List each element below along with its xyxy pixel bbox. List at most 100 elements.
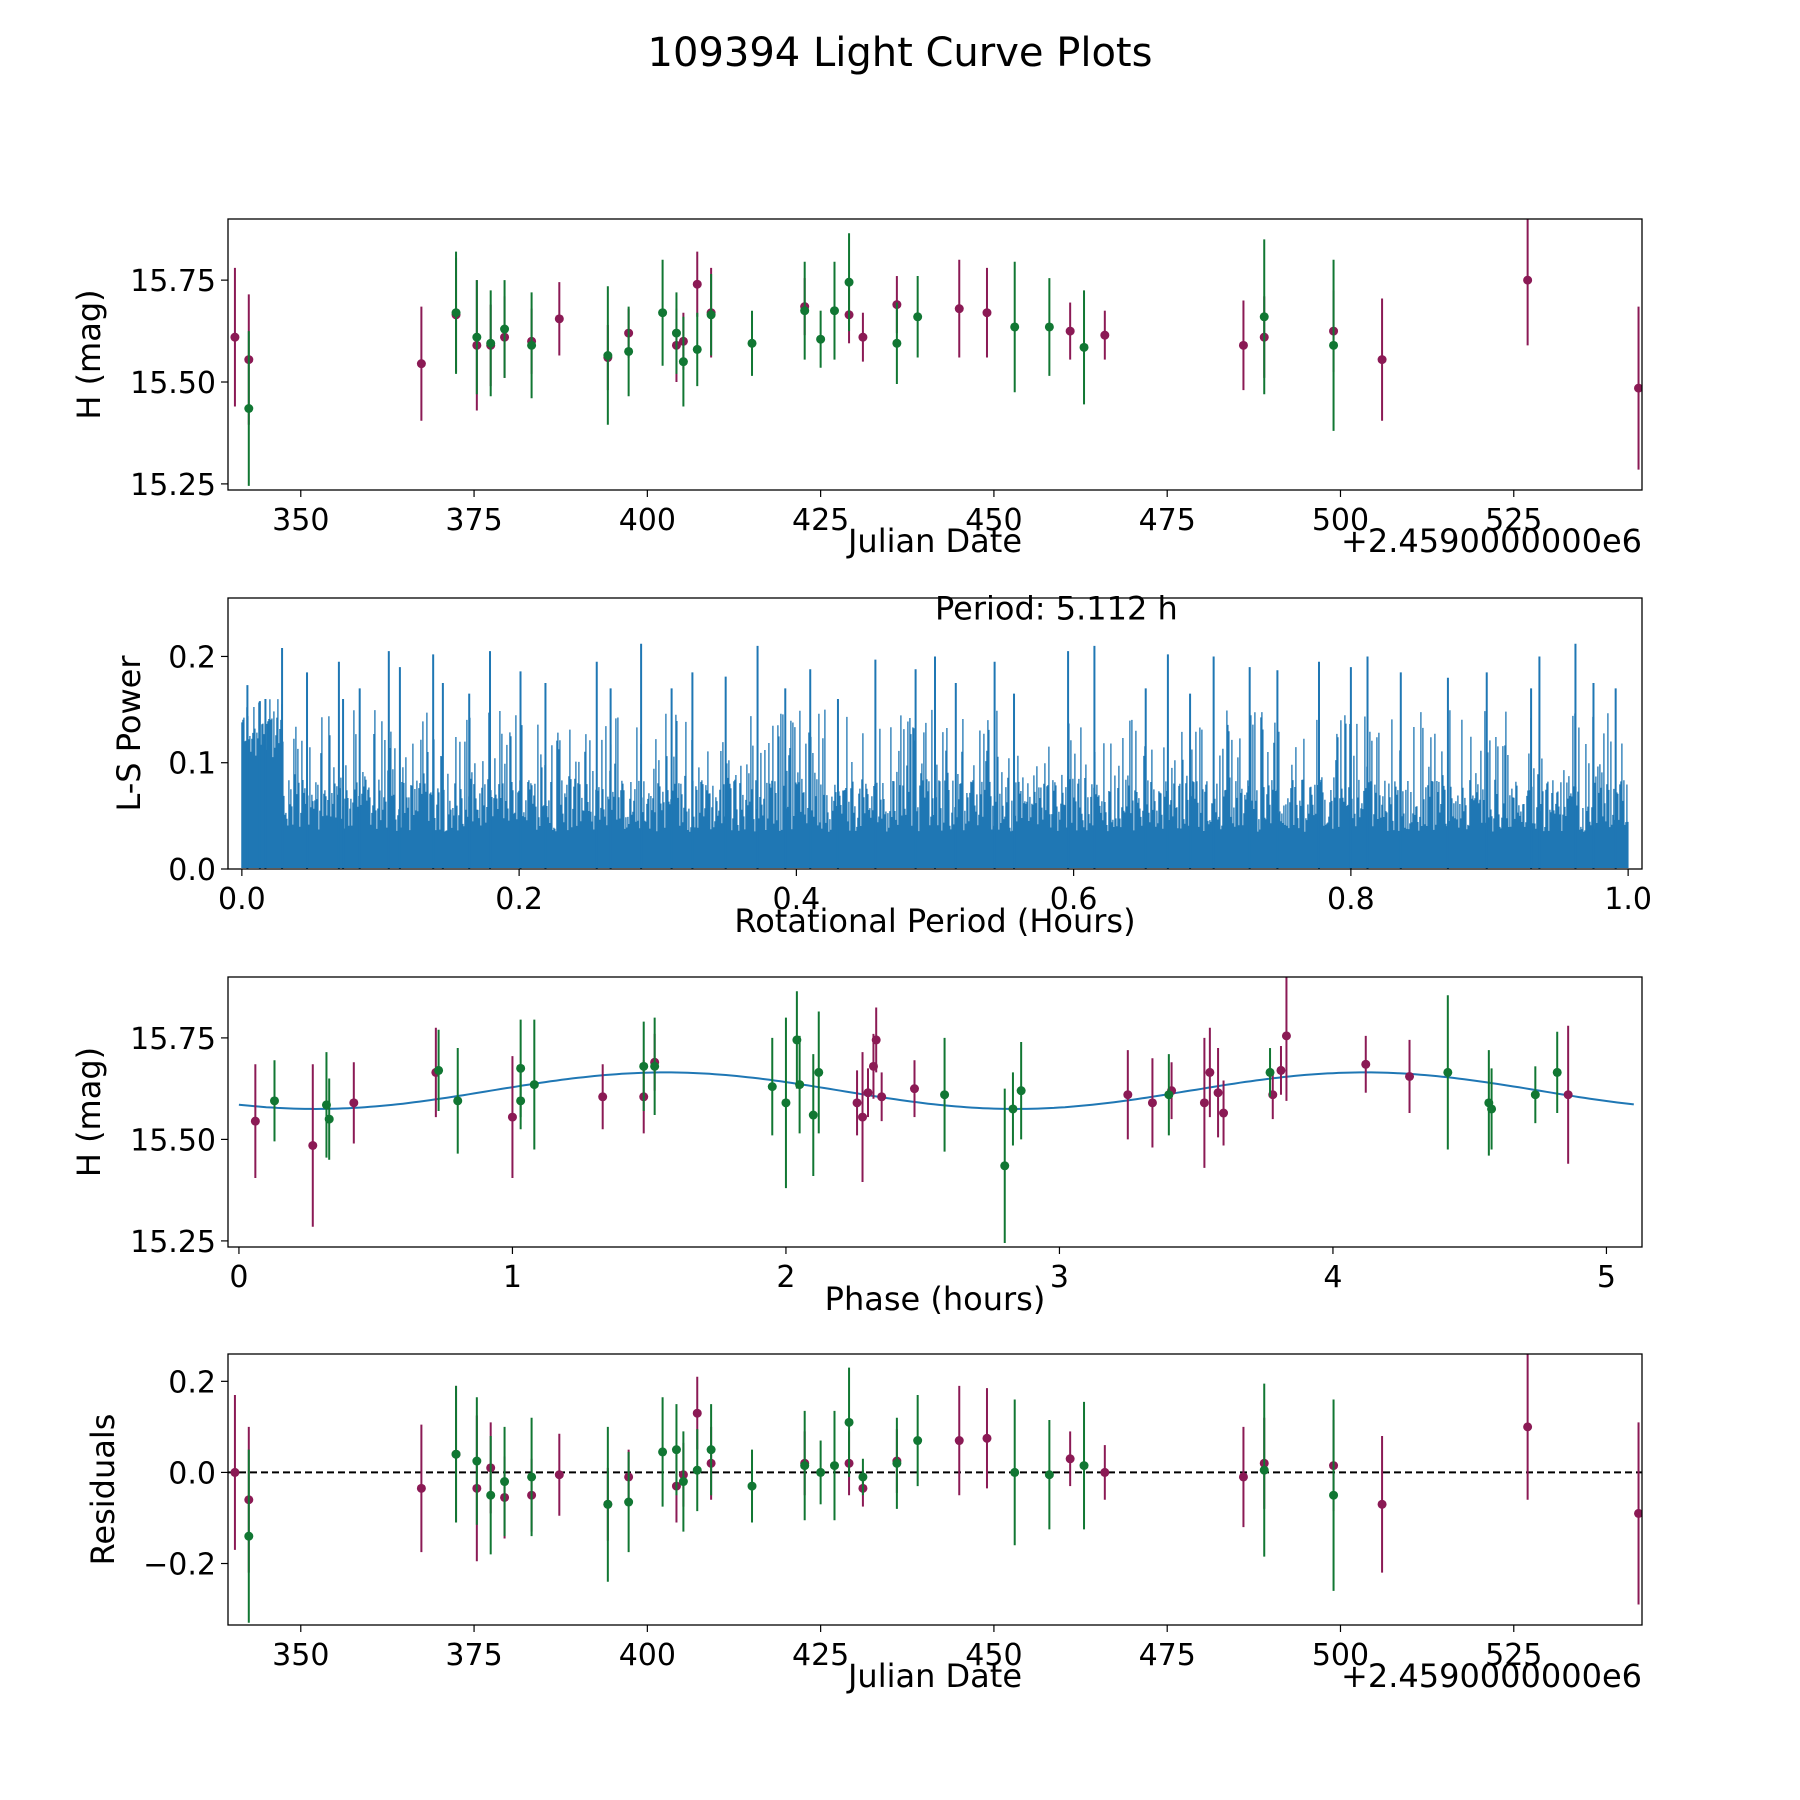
data-point-g (1000, 1161, 1010, 1171)
data-point-g (816, 334, 826, 344)
data-point-r (1361, 1059, 1371, 1069)
y-tick-label: −0.2 (143, 1548, 216, 1583)
x-tick-label: 525 (1485, 1638, 1542, 1673)
data-point-r (871, 1035, 881, 1045)
data-point-r (692, 279, 702, 289)
data-point-g (706, 1445, 716, 1455)
data-point-r (954, 304, 964, 314)
data-point-g (800, 306, 810, 316)
data-point-g (671, 1445, 681, 1455)
y-tick-label: 15.50 (130, 366, 216, 401)
data-point-r (982, 308, 992, 318)
x-tick-label: 5 (1597, 1260, 1616, 1295)
data-point-g (472, 332, 482, 342)
x-tick-label: 0.0 (218, 882, 266, 917)
data-point-g (800, 1461, 810, 1471)
data-point-g (527, 340, 537, 350)
data-point-g (767, 1082, 777, 1092)
data-point-r (598, 1092, 608, 1102)
y-tick-label: 15.50 (130, 1123, 216, 1158)
data-point-g (624, 346, 634, 356)
x-axis-label: Julian Date (846, 522, 1022, 560)
period-annotation: Period: 5.112 h (935, 589, 1178, 627)
data-point-r (1523, 1422, 1533, 1432)
data-point-g (1044, 322, 1054, 332)
data-point-g (844, 277, 854, 287)
x-tick-label: 425 (792, 1638, 849, 1673)
data-point-r (230, 332, 240, 342)
y-tick-label: 15.25 (130, 468, 216, 503)
data-point-r (416, 1483, 426, 1493)
x-tick-label: 1.0 (1604, 882, 1652, 917)
data-point-r (230, 1467, 240, 1477)
y-axis-label: H (mag) (70, 289, 108, 419)
panel-phased: 0 1 2 3 4 5 15.25 15.50 15.75 Phase (hours) H (mag… (70, 976, 1643, 1318)
data-point-r (1100, 330, 1110, 340)
data-point-g (527, 1472, 537, 1482)
data-point-r (1281, 1031, 1291, 1041)
data-point-r (1405, 1071, 1415, 1081)
data-point-g (324, 1114, 334, 1124)
data-point-g (434, 1065, 444, 1075)
data-point-r (909, 1084, 919, 1094)
panel-lightcurve: 350 375 400 425 450 475 500 525 15.25 15.50 15.75 J… (70, 218, 1643, 560)
axes-frame (227, 218, 1643, 491)
data-point-g (500, 1477, 510, 1487)
data-point-r (1634, 1508, 1642, 1518)
data-point-r (982, 1433, 992, 1443)
data-point-g (1443, 1067, 1453, 1077)
data-point-r (349, 1098, 359, 1108)
x-tick-label: 3 (1050, 1260, 1069, 1295)
data-point-g (486, 338, 496, 348)
panel-residuals: 350 375 400 425 450 475 500 525 −0.2 0.0 0.2 Julian… (84, 1353, 1643, 1695)
data-point-r (308, 1140, 318, 1150)
x-tick-label: 0.6 (1050, 882, 1098, 917)
data-point-g (244, 1531, 254, 1541)
periodogram-plot-area (241, 643, 1629, 869)
x-tick-label: 475 (1139, 503, 1196, 538)
x-tick-label: 400 (619, 1638, 676, 1673)
data-point-g (1530, 1090, 1540, 1100)
x-axis-label: Julian Date (846, 1657, 1022, 1695)
data-point-g (671, 328, 681, 338)
phased-plot-area (238, 977, 1634, 1243)
data-point-r (1205, 1067, 1215, 1077)
axes-frame (227, 597, 1643, 870)
x-tick-label: 450 (965, 1638, 1022, 1673)
data-point-r (954, 1436, 964, 1446)
data-point-g (706, 310, 716, 320)
x-tick-label: 350 (272, 1638, 329, 1673)
x-offset-text: +2.4590000000e6 (1341, 522, 1642, 560)
data-point-g (1259, 312, 1269, 322)
x-tick-label: 500 (1312, 1638, 1369, 1673)
data-point-g (624, 1497, 634, 1507)
data-point-r (877, 1092, 887, 1102)
data-point-g (844, 1417, 854, 1427)
data-point-g (1265, 1067, 1275, 1077)
data-point-g (1010, 1467, 1020, 1477)
data-point-g (603, 351, 613, 361)
data-point-g (747, 1481, 757, 1491)
data-point-r (554, 314, 564, 324)
data-point-r (1123, 1090, 1133, 1100)
data-point-r (858, 332, 868, 342)
y-tick-label: 15.25 (130, 1225, 216, 1260)
x-tick-label: 425 (792, 503, 849, 538)
data-point-r (507, 1112, 517, 1122)
y-axis-label: L-S Power (110, 655, 148, 812)
data-point-g (529, 1080, 539, 1090)
data-point-g (829, 306, 839, 316)
y-axis-label: H (mag) (70, 1047, 108, 1177)
x-tick-label: 400 (619, 503, 676, 538)
x-tick-label: 350 (272, 503, 329, 538)
data-point-r (1213, 1088, 1223, 1098)
data-point-g (658, 308, 668, 318)
data-point-r (1100, 1467, 1110, 1477)
x-tick-label: 2 (776, 1260, 795, 1295)
data-point-r (863, 1088, 873, 1098)
data-point-r (1238, 1472, 1248, 1482)
data-point-r (1276, 1065, 1286, 1075)
y-tick-label: 0.2 (168, 640, 216, 675)
data-point-g (858, 1472, 868, 1482)
